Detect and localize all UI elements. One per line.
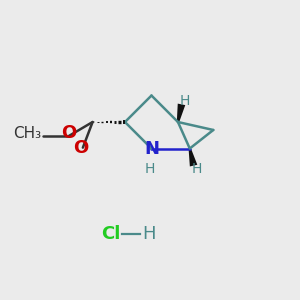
Polygon shape [189,148,197,166]
Text: Cl: Cl [101,225,121,243]
Text: N: N [144,140,159,158]
Text: H: H [179,94,190,108]
Text: H: H [145,161,155,176]
Text: O: O [61,124,77,142]
Text: CH₃: CH₃ [14,126,42,141]
Text: H: H [142,225,155,243]
Text: H: H [191,161,202,176]
Text: O: O [73,139,88,157]
Polygon shape [177,103,185,122]
